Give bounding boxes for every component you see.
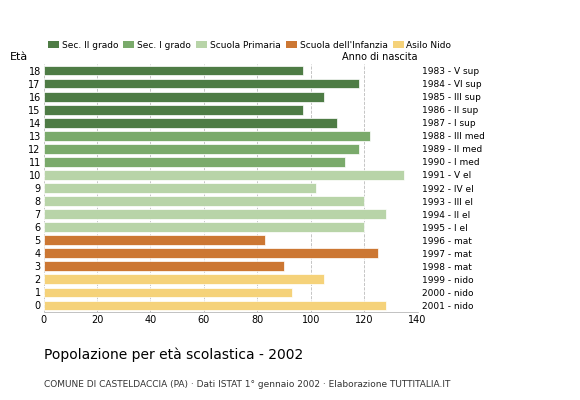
Bar xyxy=(44,170,404,180)
Text: COMUNE DI CASTELDACCIA (PA) · Dati ISTAT 1° gennaio 2002 · Elaborazione TUTTITAL: COMUNE DI CASTELDACCIA (PA) · Dati ISTAT… xyxy=(44,380,450,389)
Bar xyxy=(44,118,338,128)
Bar xyxy=(44,288,292,297)
Bar xyxy=(44,235,265,245)
Bar xyxy=(44,196,364,206)
Text: Anno di nascita: Anno di nascita xyxy=(342,52,418,62)
Bar xyxy=(44,262,284,271)
Bar xyxy=(44,105,303,114)
Legend: Sec. II grado, Sec. I grado, Scuola Primaria, Scuola dell'Infanzia, Asilo Nido: Sec. II grado, Sec. I grado, Scuola Prim… xyxy=(48,40,451,50)
Text: Età: Età xyxy=(10,52,28,62)
Bar xyxy=(44,79,359,88)
Text: Popolazione per età scolastica - 2002: Popolazione per età scolastica - 2002 xyxy=(44,348,303,362)
Bar xyxy=(44,300,386,310)
Bar xyxy=(44,92,324,102)
Bar xyxy=(44,66,303,76)
Bar xyxy=(44,209,386,219)
Bar xyxy=(44,274,324,284)
Bar xyxy=(44,222,364,232)
Bar xyxy=(44,183,316,193)
Bar xyxy=(44,131,369,141)
Bar xyxy=(44,144,359,154)
Bar xyxy=(44,248,378,258)
Bar xyxy=(44,157,346,167)
